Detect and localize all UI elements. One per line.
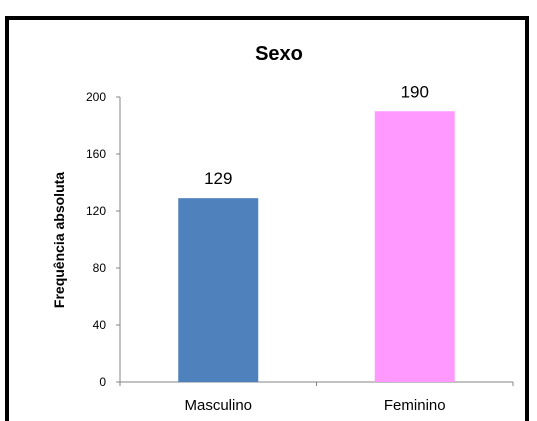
x-category-label: Feminino (384, 397, 446, 414)
y-tick-label: 120 (86, 204, 106, 218)
x-category-label: Masculino (184, 397, 252, 414)
data-label: 190 (401, 82, 429, 101)
y-tick-label: 0 (99, 375, 106, 389)
y-tick-label: 40 (93, 318, 107, 332)
chart-title: Sexo (255, 43, 303, 65)
y-tick-label: 200 (86, 90, 106, 104)
y-axis-label: Frequência absoluta (51, 172, 67, 308)
plot-area: 0 40 80 120 160 200 129 Masculino 190 Feminino (86, 82, 514, 414)
bar-feminino (374, 111, 455, 382)
bar-masculino (178, 198, 259, 382)
y-tick-label: 80 (93, 261, 107, 275)
data-label: 129 (204, 169, 232, 188)
y-tick-label: 160 (86, 147, 106, 161)
